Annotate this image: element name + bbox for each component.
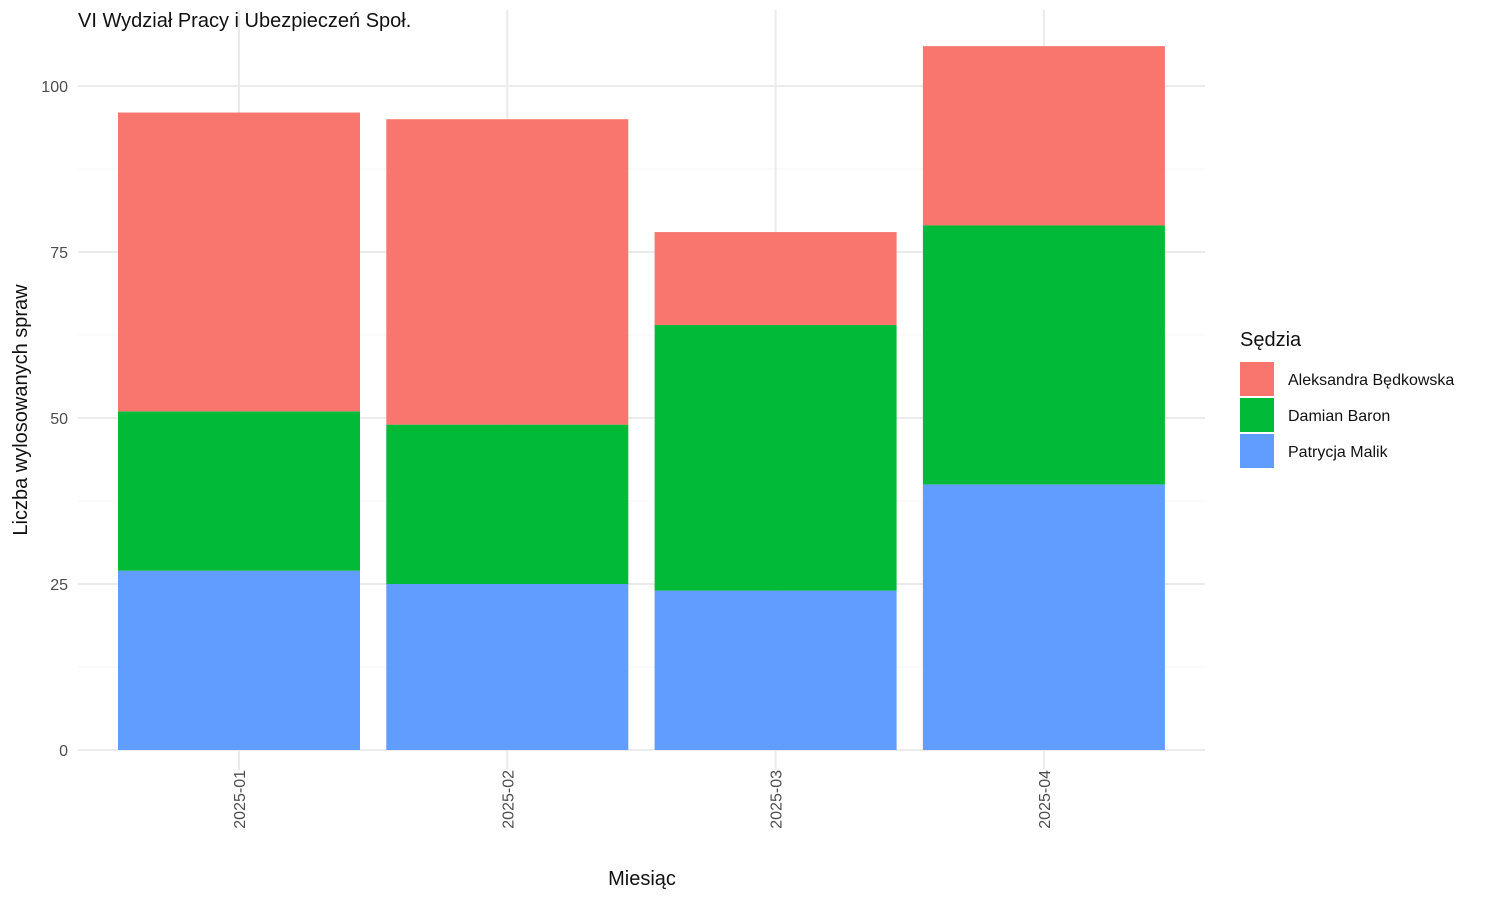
bar-segment (654, 232, 897, 326)
bar-segment (922, 484, 1165, 750)
chart-title: VI Wydział Pracy i Ubezpieczeń Społ. (78, 10, 411, 32)
bar-segment (922, 225, 1165, 485)
x-tick-label: 2025-03 (769, 770, 786, 829)
legend-key (1240, 434, 1274, 468)
y-axis-ticks: 0 25 50 75 100 (41, 79, 68, 760)
y-tick-label: 0 (59, 743, 68, 760)
bar-segment (118, 112, 360, 412)
bar-segment (386, 424, 629, 584)
legend-label: Patrycja Malik (1288, 444, 1389, 461)
bar-segment (654, 325, 897, 591)
legend-label: Damian Baron (1288, 408, 1390, 425)
bar-segment (386, 119, 629, 425)
bar-segment (922, 46, 1165, 226)
legend-key (1240, 398, 1274, 432)
bar-segment (118, 411, 360, 571)
bar-segment (118, 570, 360, 750)
x-axis-ticks: 2025-01 2025-02 2025-03 2025-04 (232, 770, 1054, 829)
bar-segment (386, 584, 629, 750)
bars (118, 46, 1165, 750)
legend-label: Aleksandra Będkowska (1288, 372, 1454, 389)
x-axis-title: Miesiąc (608, 868, 676, 890)
legend-title: Sędzia (1240, 329, 1302, 351)
bar-segment (654, 590, 897, 750)
legend-key (1240, 362, 1274, 396)
legend: Sędzia Aleksandra Będkowska Damian Baron P… (1240, 329, 1454, 468)
y-tick-label: 100 (41, 79, 68, 96)
y-axis-title: Liczba wylosowanych spraw (10, 284, 32, 536)
y-tick-label: 25 (50, 577, 68, 594)
x-tick-label: 2025-01 (232, 770, 249, 829)
y-tick-label: 50 (50, 411, 68, 428)
x-tick-label: 2025-04 (1037, 770, 1054, 829)
y-tick-label: 75 (50, 245, 68, 262)
x-tick-label: 2025-02 (500, 770, 517, 829)
